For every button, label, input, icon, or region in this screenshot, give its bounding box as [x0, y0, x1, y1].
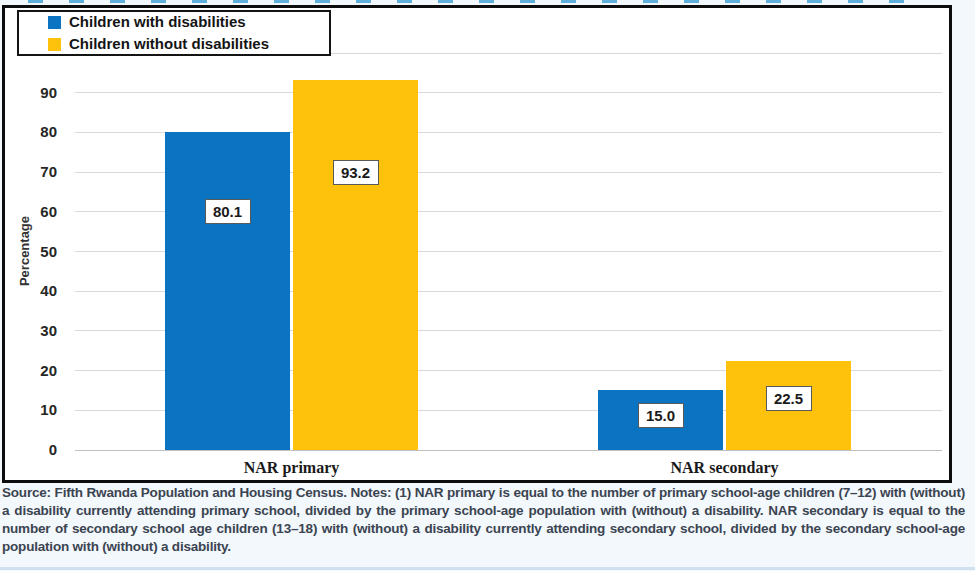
x-axis-label-nar-primary: NAR primary [244, 459, 340, 477]
y-tick-label-10: 10 [5, 401, 57, 419]
legend-swatch-2 [48, 38, 61, 51]
y-tick-label-30: 30 [5, 322, 57, 340]
page-bottom-rule [0, 567, 975, 570]
chart-legend: Children with disabilities Children witho… [17, 10, 331, 56]
data-label-nar-secondary-children-with-disabilities: 15.0 [638, 403, 684, 428]
x-axis-label-nar-secondary: NAR secondary [671, 459, 779, 477]
bar-children-without-disabilities-nar-primary [293, 80, 418, 450]
clipped-caption-remnant [28, 0, 906, 3]
page: Children with disabilities Children witho… [0, 0, 975, 571]
y-tick-label-40: 40 [5, 282, 57, 300]
gridline-90 [75, 92, 942, 93]
source-note: Source: Fifth Rwanda Population and Hous… [2, 484, 965, 556]
legend-item-2: Children without disabilities [48, 35, 329, 53]
y-tick-label-50: 50 [5, 243, 57, 261]
data-label-nar-secondary-children-without-disabilities: 22.5 [766, 386, 812, 411]
plot-area: 80.1 93.2 15.0 22.5 [75, 53, 942, 450]
legend-swatch-1 [48, 16, 61, 29]
legend-item-1: Children with disabilities [48, 13, 329, 31]
y-tick-label-70: 70 [5, 163, 57, 181]
legend-label-1: Children with disabilities [69, 13, 246, 31]
data-label-nar-primary-children-without-disabilities: 93.2 [333, 160, 379, 185]
data-label-nar-primary-children-with-disabilities: 80.1 [205, 199, 251, 224]
bar-children-with-disabilities-nar-primary [165, 132, 290, 450]
y-tick-label-60: 60 [5, 203, 57, 221]
legend-label-2: Children without disabilities [69, 35, 269, 53]
y-tick-label-20: 20 [5, 362, 57, 380]
y-tick-label-0: 0 [5, 441, 57, 459]
chart-figure: Children with disabilities Children witho… [2, 5, 952, 483]
y-tick-label-90: 90 [5, 84, 57, 102]
y-tick-label-80: 80 [5, 123, 57, 141]
